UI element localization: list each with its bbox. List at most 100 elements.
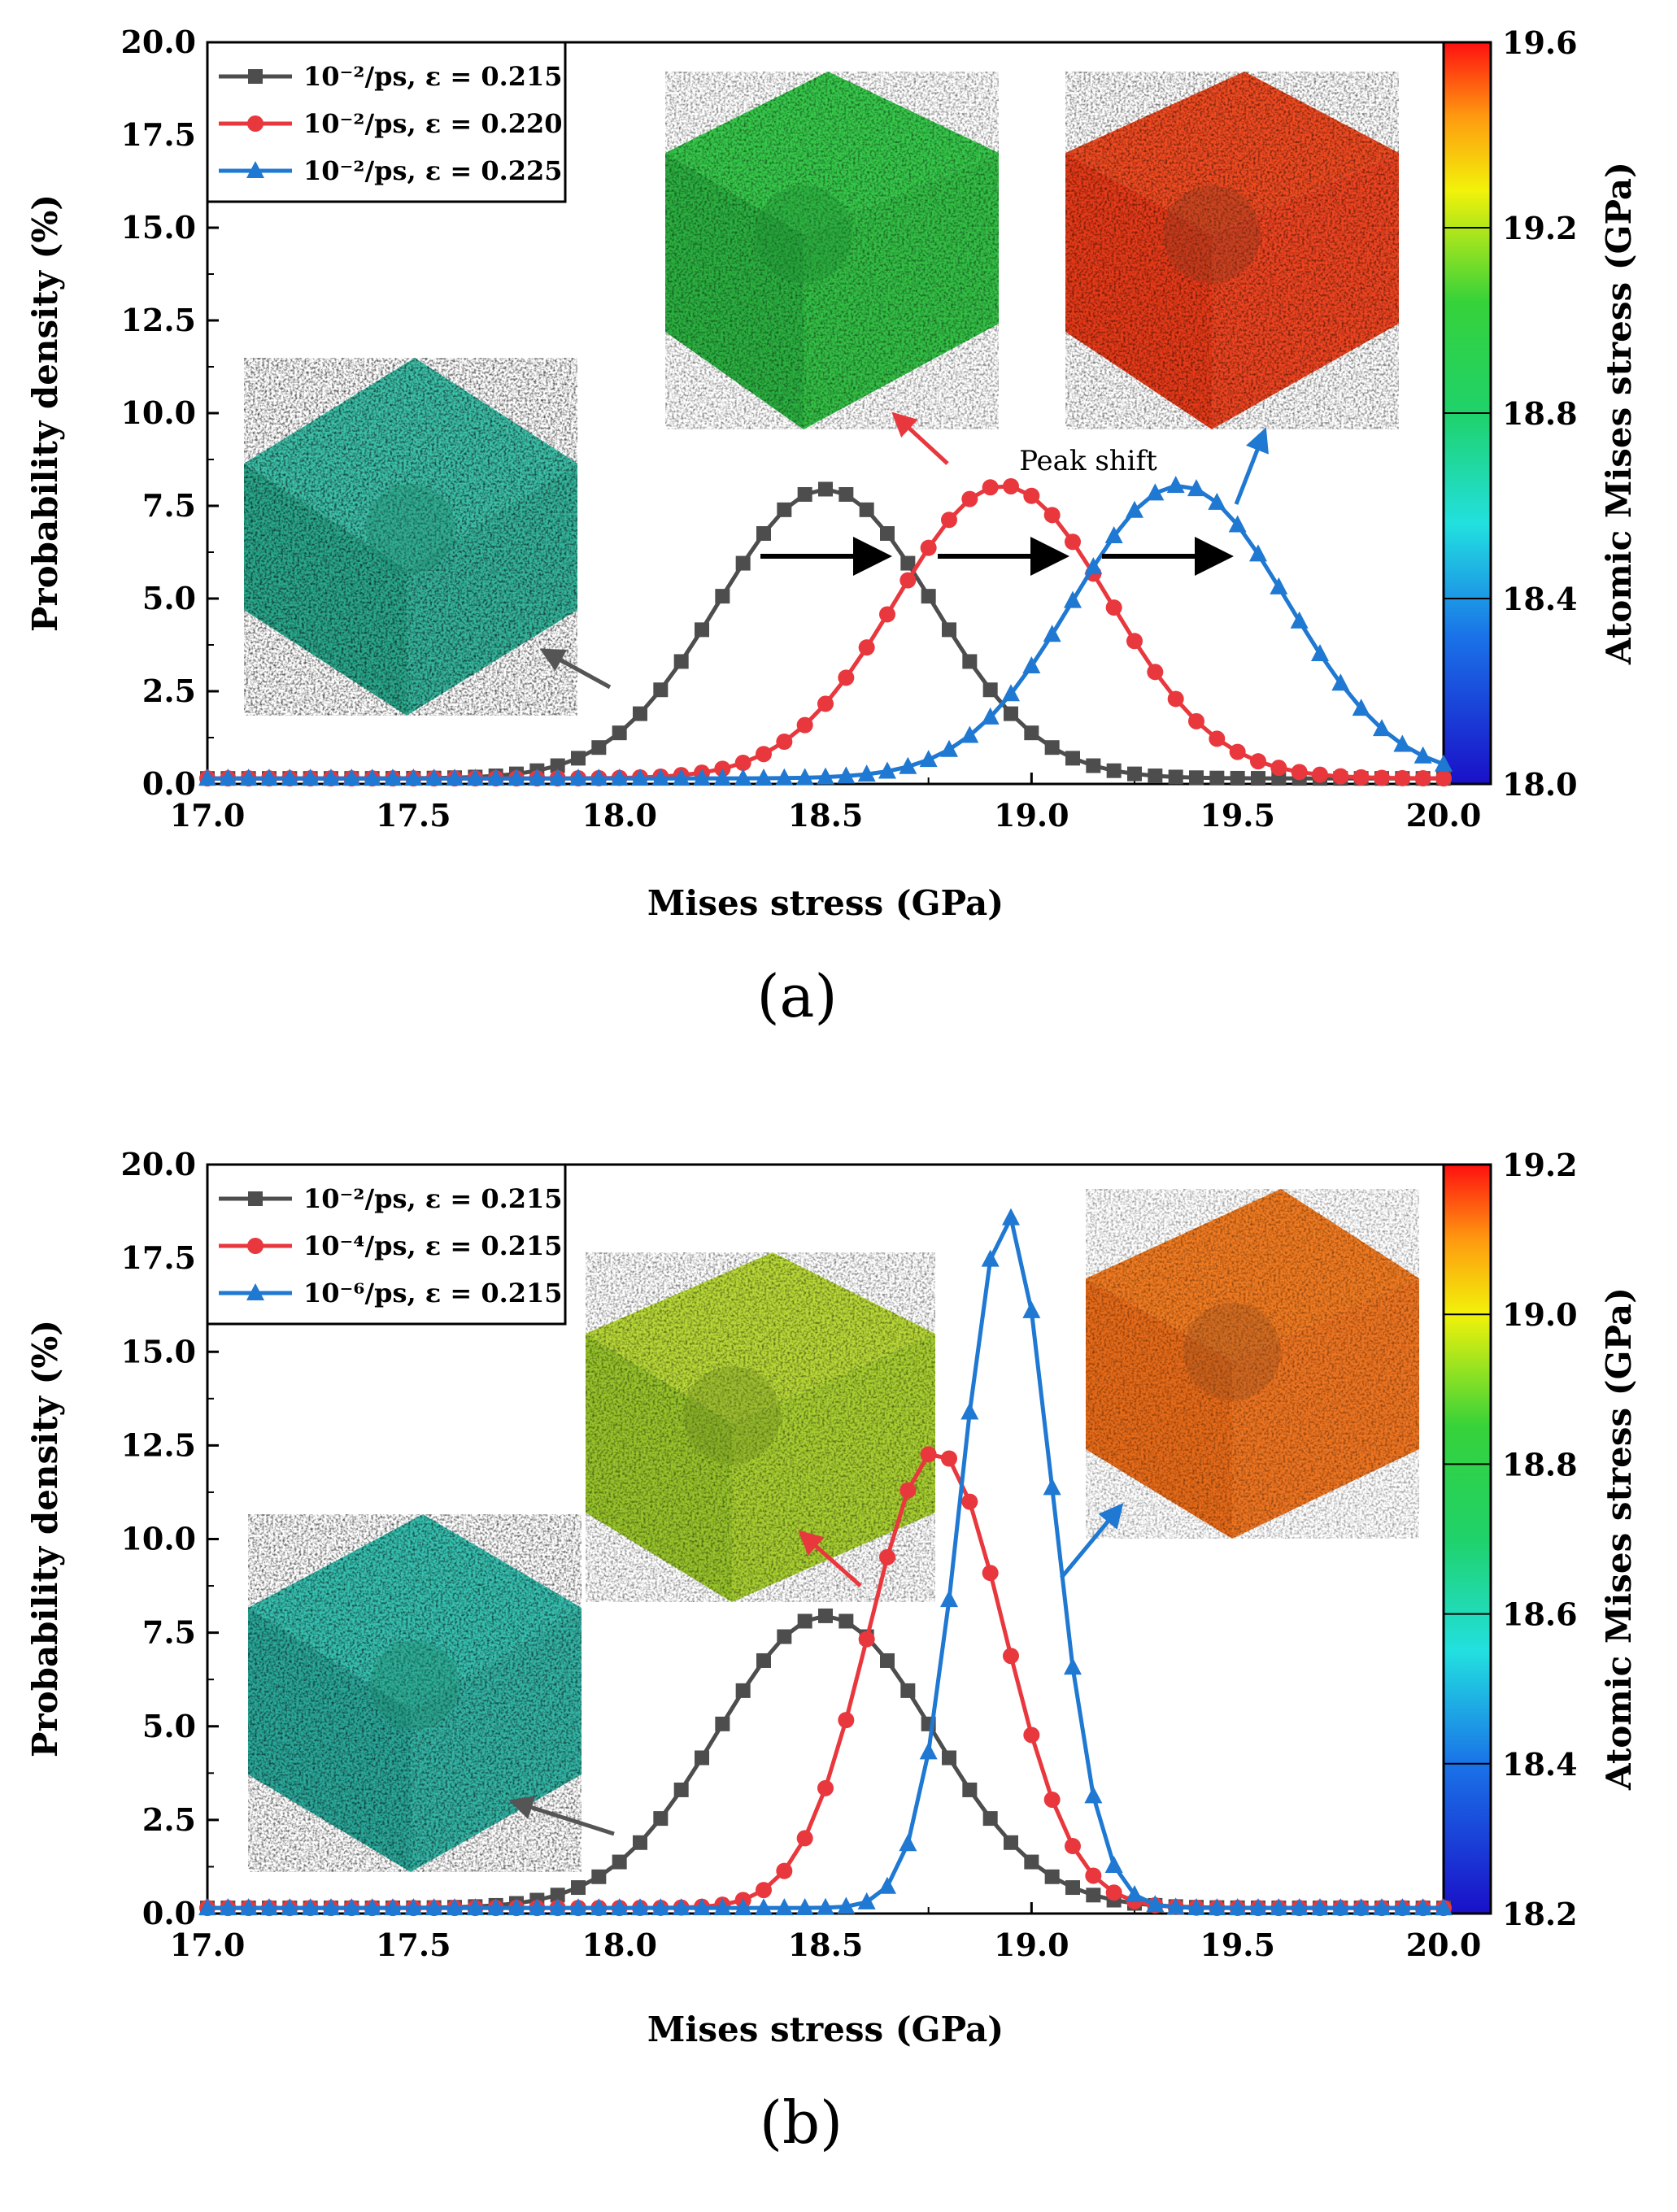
- data-point-marker: [879, 606, 895, 623]
- data-point-marker: [880, 526, 895, 542]
- data-point-marker: [507, 1898, 525, 1916]
- data-point-marker: [281, 769, 299, 786]
- data-point-marker: [795, 1898, 814, 1916]
- data-point-marker: [1394, 769, 1411, 786]
- x-tick-label: 17.5: [376, 797, 451, 834]
- data-point-marker: [301, 769, 320, 786]
- data-point-marker: [1065, 1838, 1081, 1855]
- data-point-marker: [651, 769, 670, 786]
- data-point-marker: [673, 654, 689, 669]
- data-point-marker: [612, 1854, 627, 1870]
- data-point-marker: [817, 1779, 834, 1796]
- data-point-marker: [755, 768, 773, 786]
- inset-pointer-arrow: [1060, 1503, 1124, 1579]
- data-point-marker: [672, 769, 690, 786]
- legend: 10⁻²/ps, ε = 0.215 10⁻⁴/ps, ε = 0.215 10⁻⁶…: [206, 1163, 567, 1326]
- colorbar-tick-label: 19.2: [1502, 1147, 1578, 1183]
- data-point-marker: [1435, 754, 1453, 772]
- data-point-marker: [775, 1898, 794, 1916]
- data-point-marker: [818, 481, 833, 497]
- data-point-marker: [859, 502, 874, 517]
- data-point-marker: [1023, 1726, 1040, 1744]
- data-point-marker: [818, 1608, 833, 1623]
- data-point-marker: [715, 1716, 730, 1731]
- colorbar-tick-label: 18.2: [1502, 1896, 1578, 1932]
- data-point-marker: [591, 1869, 607, 1884]
- y-tick-label: 12.5: [120, 302, 196, 338]
- colorbar-tick-label: 18.8: [1502, 395, 1578, 432]
- y-tick-label: 10.0: [120, 394, 196, 431]
- data-point-marker: [1065, 751, 1080, 766]
- data-point-marker: [1352, 1898, 1370, 1916]
- data-point-marker: [921, 589, 936, 604]
- legend-label: 10⁻²/ps, ε = 0.215: [303, 61, 563, 92]
- data-point-marker: [1003, 477, 1019, 494]
- data-point-marker: [1105, 599, 1122, 616]
- data-point-marker: [1228, 515, 1247, 533]
- data-point-marker: [672, 1898, 690, 1916]
- y-axis-ticks: 0.0 2.5 5.0 7.5 10.0 12.5 15.0 17.5 20.0: [120, 24, 219, 802]
- colorbar-label: Atomic Mises stress (GPa): [1599, 162, 1639, 665]
- data-point-marker: [1086, 758, 1101, 773]
- colorbar-label: Atomic Mises stress (GPa): [1599, 1287, 1639, 1791]
- data-point-marker: [404, 1898, 423, 1916]
- data-point-marker: [941, 1450, 957, 1467]
- data-point-marker: [1126, 500, 1143, 518]
- y-tick-label: 15.0: [120, 209, 196, 246]
- data-point-marker: [247, 115, 264, 132]
- series-group: [198, 1208, 1453, 1917]
- data-point-marker: [1209, 730, 1226, 747]
- data-point-marker: [1167, 690, 1184, 708]
- data-point-marker: [878, 1876, 896, 1894]
- data-point-marker: [837, 1896, 856, 1914]
- x-axis-ticks: 17.0 17.5 18.0 18.5 19.0 19.5 20.0: [170, 1902, 1481, 1963]
- data-point-marker: [247, 1238, 264, 1254]
- data-point-marker: [693, 1898, 711, 1916]
- data-point-marker: [713, 769, 732, 786]
- y-tick-label: 2.5: [142, 1801, 196, 1838]
- data-point-marker: [1004, 706, 1018, 721]
- data-point-marker: [569, 1898, 587, 1916]
- data-point-marker: [1166, 476, 1185, 494]
- data-point-marker: [1352, 769, 1370, 786]
- x-axis-ticks: 17.0 17.5 18.0 18.5 19.0 19.5 20.0: [170, 773, 1481, 834]
- data-point-marker: [1003, 1648, 1019, 1665]
- data-point-marker: [756, 746, 772, 763]
- data-point-marker: [219, 769, 237, 786]
- data-point-marker: [919, 750, 938, 768]
- y-axis-ticks: 0.0 2.5 5.0 7.5 10.0 12.5 15.0 17.5 20.0: [120, 1146, 219, 1931]
- data-point-marker: [1311, 1898, 1329, 1916]
- y-tick-label: 2.5: [142, 673, 196, 709]
- colorbar-tick-label: 19.0: [1502, 1296, 1578, 1333]
- data-point-marker: [755, 1898, 773, 1916]
- panel-caption: (b): [760, 2088, 843, 2157]
- data-point-marker: [1002, 1208, 1020, 1226]
- data-point-marker: [734, 1898, 752, 1916]
- data-point-marker: [653, 1811, 669, 1827]
- data-point-marker: [571, 1880, 586, 1896]
- data-point-marker: [1126, 1885, 1143, 1903]
- atomic-snapshot-inset: [1065, 72, 1399, 429]
- legend-label: 10⁻²/ps, ε = 0.215: [303, 1183, 563, 1214]
- data-point-marker: [695, 1750, 709, 1766]
- data-point-marker: [633, 706, 647, 721]
- data-point-marker: [610, 769, 629, 786]
- data-point-marker: [591, 740, 607, 755]
- colorbar-tick-label: 18.4: [1502, 581, 1578, 617]
- data-point-marker: [776, 1862, 793, 1879]
- data-point-marker: [942, 1750, 956, 1766]
- data-point-marker: [838, 1613, 854, 1629]
- data-point-marker: [246, 1283, 264, 1300]
- data-point-marker: [713, 1898, 732, 1916]
- data-point-marker: [920, 1446, 937, 1463]
- data-point-marker: [425, 769, 443, 786]
- legend-label: 10⁻⁶/ps, ε = 0.215: [303, 1278, 563, 1308]
- y-tick-label: 7.5: [142, 1614, 196, 1651]
- data-point-marker: [837, 766, 856, 784]
- data-point-marker: [446, 769, 464, 786]
- data-point-marker: [260, 1898, 278, 1916]
- data-point-marker: [550, 758, 565, 773]
- data-point-marker: [981, 1249, 1000, 1267]
- data-point-marker: [961, 1493, 978, 1510]
